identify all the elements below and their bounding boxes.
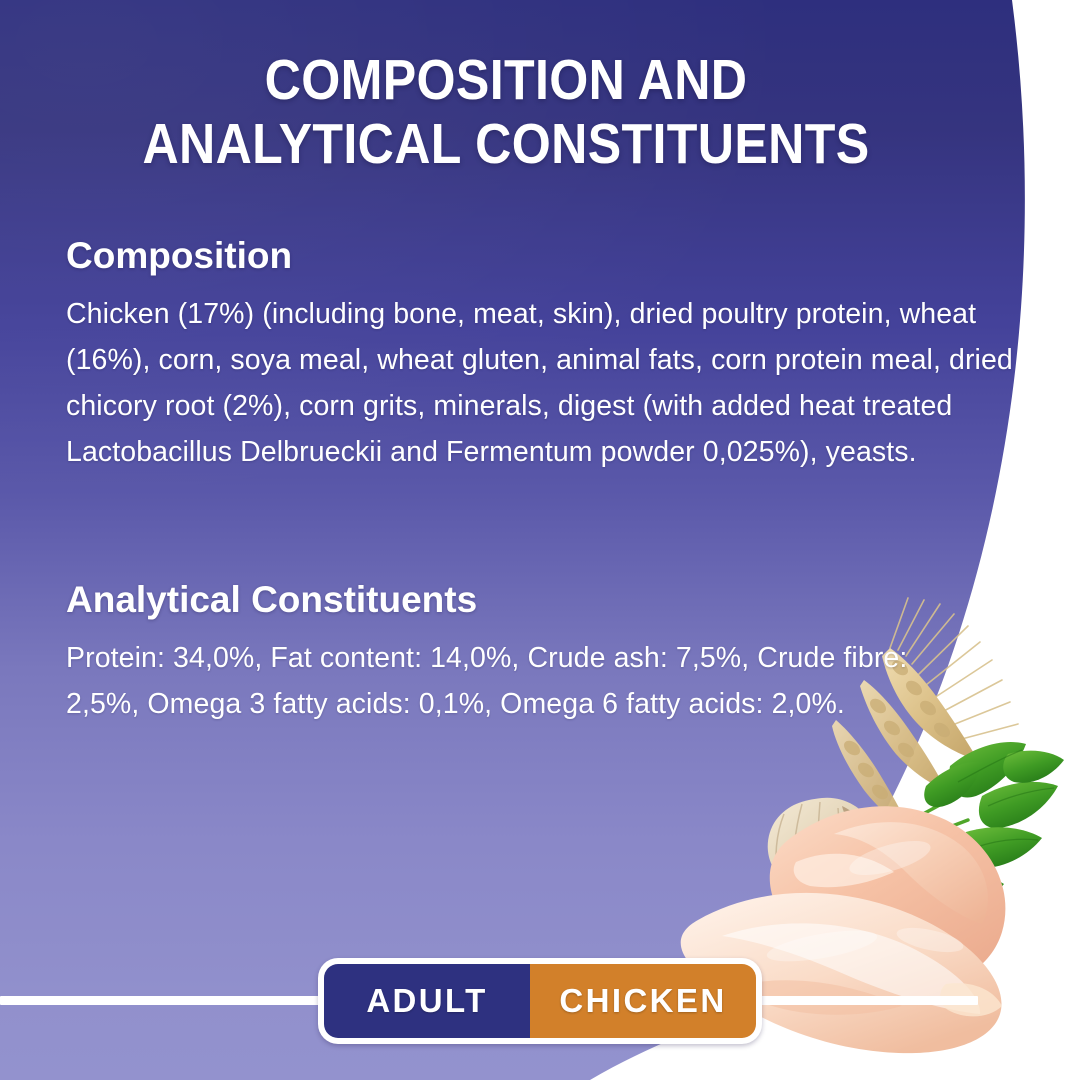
badge-flavour: CHICKEN — [530, 964, 756, 1038]
product-badge: ADULT CHICKEN — [318, 958, 762, 1044]
composition-text: Chicken (17%) (including bone, meat, ski… — [66, 297, 1013, 469]
product-badge-inner: ADULT CHICKEN — [324, 964, 756, 1038]
ingredients-photo — [680, 597, 1064, 1054]
page-title: COMPOSITION AND ANALYTICAL CONSTITUENTS — [142, 48, 870, 177]
analytical-text: Protein: 34,0%, Fat content: 14,0%, Crud… — [66, 641, 908, 720]
analytical-constituents-section: Analytical Constituents Protein: 34,0%, … — [66, 579, 926, 727]
meat-highlights — [766, 840, 964, 962]
divider-rule-left — [0, 996, 322, 1005]
wheat-ears-icon — [832, 597, 1019, 830]
analytical-heading: Analytical Constituents — [66, 579, 478, 620]
composition-heading: Composition — [66, 235, 293, 276]
badge-life-stage: ADULT — [324, 964, 530, 1038]
divider-rule-right — [740, 996, 978, 1005]
composition-section: Composition Chicken (17%) (including bon… — [66, 235, 1016, 475]
